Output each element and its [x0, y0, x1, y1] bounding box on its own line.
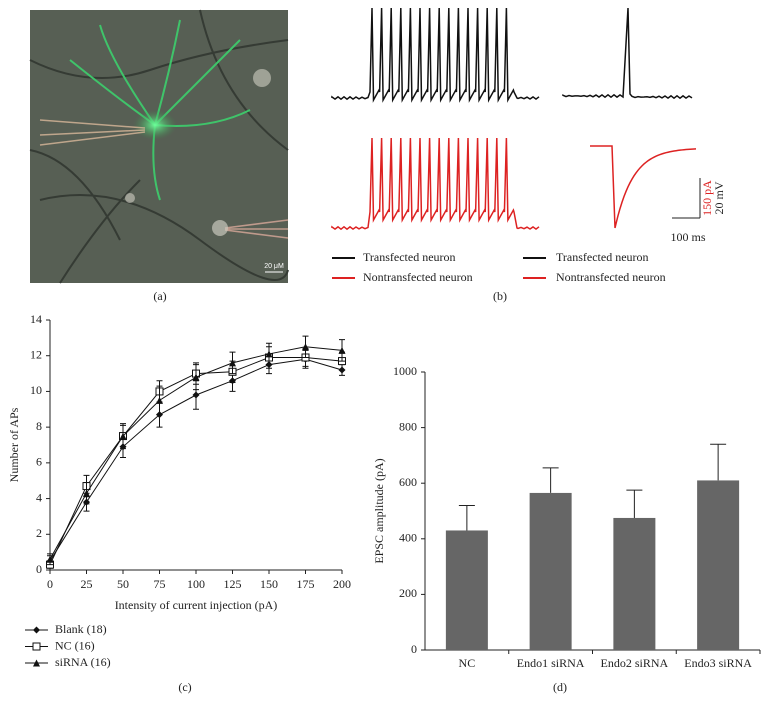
bar — [613, 517, 656, 650]
y-tick-label: 14 — [30, 312, 42, 326]
panel-label: (c) — [178, 680, 191, 694]
x-tick-label: 25 — [81, 577, 93, 591]
scale-voltage: 20 mV — [712, 181, 726, 214]
y-tick-label: 10 — [30, 383, 42, 397]
x-tick-label: 75 — [154, 577, 166, 591]
bar — [697, 480, 740, 650]
scale-current: 150 pA — [700, 180, 714, 216]
legend-label: Transfected neuron — [556, 250, 649, 264]
marker — [119, 432, 127, 440]
y-tick-label: 600 — [399, 475, 417, 489]
error-bar — [626, 489, 643, 518]
marker — [338, 346, 346, 354]
legend-label: Blank (18) — [55, 622, 107, 636]
x-tick-label: 200 — [333, 577, 351, 591]
marker — [265, 350, 273, 358]
y-tick-label: 2 — [36, 526, 42, 540]
panel-label: (d) — [553, 680, 567, 694]
scale-label: 20 μM — [264, 263, 284, 270]
panel-label: (a) — [153, 289, 166, 303]
y-tick-label: 1000 — [393, 364, 417, 378]
trace — [331, 7, 540, 103]
y-tick-label: 0 — [36, 562, 42, 576]
panel-label: (b) — [493, 289, 507, 303]
error-bar — [710, 443, 727, 481]
legend-label: NC (16) — [55, 638, 95, 652]
y-axis-label: EPSC amplitude (pA) — [372, 458, 386, 563]
x-tick-label: 50 — [117, 577, 129, 591]
marker — [302, 343, 309, 351]
x-tick-label: 150 — [260, 577, 278, 591]
y-tick-label: 200 — [399, 586, 417, 600]
error-bar — [458, 504, 475, 531]
bar — [529, 492, 572, 650]
marker — [156, 396, 163, 404]
y-tick-label: 4 — [36, 490, 42, 504]
trace — [562, 7, 693, 100]
x-tick-label: 175 — [297, 577, 315, 591]
marker — [192, 373, 200, 381]
y-tick-label: 400 — [399, 531, 417, 545]
legend-label: Nontransfected neuron — [363, 270, 473, 284]
x-tick-label: NC — [459, 656, 476, 670]
trace — [331, 137, 540, 231]
x-tick-label: 100 — [187, 577, 205, 591]
legend-label: siRNA (16) — [55, 655, 111, 669]
micrograph: 20 μM — [29, 9, 289, 284]
x-tick-label: Endo1 siRNA — [517, 656, 585, 670]
x-tick-label: Endo2 siRNA — [601, 656, 669, 670]
y-axis-label: Number of APs — [7, 407, 21, 482]
x-tick-label: Endo3 siRNA — [684, 656, 752, 670]
marker — [33, 659, 40, 667]
bar — [445, 530, 488, 650]
x-tick-label: 0 — [47, 577, 53, 591]
trace — [590, 145, 697, 229]
error-bar — [542, 467, 559, 493]
scale-time: 100 ms — [670, 230, 705, 244]
traces — [331, 7, 697, 231]
y-tick-label: 8 — [36, 419, 42, 433]
y-tick-label: 800 — [399, 419, 417, 433]
legend-label: Nontransfected neuron — [556, 270, 666, 284]
marker — [192, 391, 200, 399]
legend-label: Transfected neuron — [363, 250, 456, 264]
marker — [46, 555, 54, 563]
y-tick-label: 6 — [36, 455, 42, 469]
marker — [32, 642, 41, 651]
y-tick-label: 12 — [30, 347, 42, 361]
x-axis-label: Intensity of current injection (pA) — [115, 598, 278, 612]
marker — [33, 626, 40, 634]
marker — [83, 489, 90, 497]
y-tick-label: 0 — [411, 642, 417, 656]
x-tick-label: 125 — [224, 577, 242, 591]
marker — [229, 359, 236, 367]
